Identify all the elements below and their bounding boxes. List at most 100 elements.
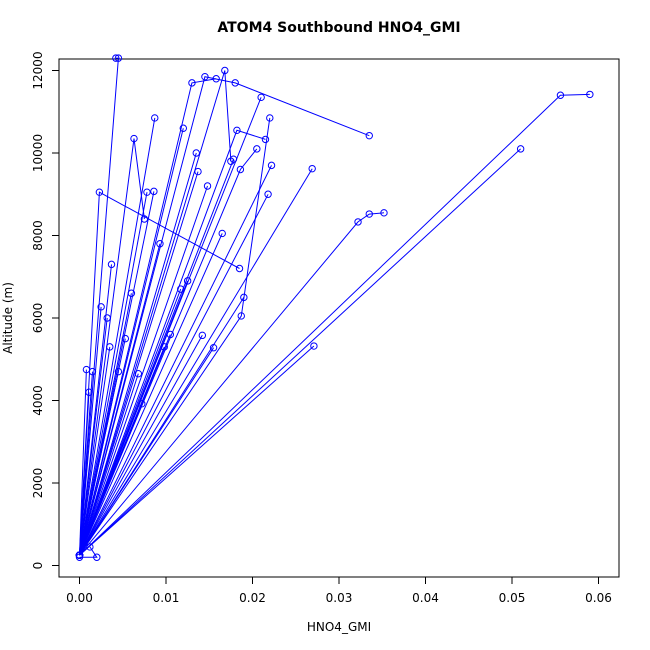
- data-point: [237, 312, 245, 320]
- data-point: [97, 303, 105, 311]
- data-point: [308, 164, 316, 173]
- data-point: [516, 145, 525, 153]
- data-point: [114, 367, 123, 376]
- data-point: [114, 54, 123, 62]
- series-line: [79, 306, 102, 556]
- data-point: [183, 277, 192, 285]
- data-point: [106, 343, 114, 351]
- series-line: [79, 70, 232, 556]
- data-point: [229, 155, 238, 163]
- y-tick-label: 12000: [31, 51, 45, 89]
- data-point: [257, 93, 265, 102]
- data-point: [261, 135, 270, 144]
- data-point: [107, 260, 116, 269]
- data-point: [75, 551, 84, 559]
- x-axis: 0.00 0.01 0.02 0.03 0.04 0.05 0.06: [66, 576, 612, 605]
- series-line: [79, 168, 313, 556]
- data-point: [586, 90, 594, 99]
- series-line: [79, 76, 370, 556]
- series-line: [79, 165, 272, 556]
- data-point: [212, 75, 220, 83]
- data-point: [93, 553, 101, 561]
- data-point: [203, 182, 212, 190]
- series-line: [79, 338, 126, 556]
- series-line: [79, 347, 215, 556]
- data-point: [156, 240, 164, 248]
- data-point: [75, 553, 84, 561]
- data-point: [130, 134, 138, 143]
- series-line: [79, 93, 590, 556]
- series-line: [79, 57, 119, 556]
- data-point: [209, 344, 218, 352]
- data-point: [192, 149, 200, 157]
- x-tick-label: 0.05: [499, 591, 526, 605]
- series-line: [79, 78, 217, 556]
- y-tick-label: 0: [31, 562, 45, 570]
- x-tick-label: 0.03: [326, 591, 353, 605]
- series-line: [79, 317, 108, 556]
- data-point: [310, 342, 318, 350]
- data-point: [235, 264, 244, 273]
- chart-title: ATOM4 Southbound HNO4_GMI: [217, 20, 460, 36]
- data-point: [365, 131, 373, 140]
- data-point: [88, 367, 97, 376]
- data-point: [151, 114, 159, 122]
- data-point: [134, 369, 143, 378]
- series-line: [79, 194, 269, 556]
- data-point: [179, 124, 188, 132]
- series-line: [79, 117, 271, 556]
- series-line: [79, 243, 161, 556]
- series-line: [79, 212, 385, 556]
- data-point: [150, 187, 158, 196]
- data-point: [112, 54, 120, 62]
- data-point: [236, 165, 245, 174]
- data-point: [86, 543, 94, 551]
- x-tick-label: 0.01: [153, 591, 180, 605]
- data-point: [380, 209, 388, 217]
- series-line: [79, 192, 148, 556]
- data-point: [198, 331, 207, 340]
- data-point: [143, 188, 151, 196]
- x-tick-label: 0.00: [66, 591, 93, 605]
- data-point: [201, 72, 209, 81]
- data-point: [194, 167, 202, 176]
- x-axis-label: HNO4_GMI: [307, 620, 371, 634]
- data-point: [354, 218, 362, 226]
- series-line: [79, 138, 145, 556]
- data-point: [140, 215, 149, 223]
- data-point: [218, 229, 226, 238]
- y-tick-label: 8000: [31, 220, 45, 251]
- data-point: [95, 188, 104, 196]
- x-tick-label: 0.04: [412, 591, 439, 605]
- series-line: [79, 335, 203, 556]
- series-line: [79, 152, 197, 556]
- data-point: [266, 114, 274, 122]
- data-point: [556, 91, 565, 99]
- data-point: [103, 314, 111, 322]
- y-tick-label: 4000: [31, 385, 45, 416]
- data-point: [264, 190, 272, 198]
- data-point: [233, 126, 241, 135]
- series-line: [79, 148, 521, 556]
- data-point: [166, 330, 175, 339]
- series-layer: [75, 54, 594, 561]
- series-line: [79, 117, 156, 556]
- series-line: [79, 171, 199, 556]
- series-line: [79, 345, 315, 556]
- data-point: [365, 210, 373, 218]
- series-line: [79, 185, 208, 556]
- series-line: [79, 373, 139, 556]
- x-tick-label: 0.06: [585, 591, 612, 605]
- series-line: [79, 369, 87, 556]
- y-axis-label: Altitude (m): [1, 282, 15, 354]
- data-point: [267, 161, 276, 170]
- data-point: [253, 145, 261, 153]
- data-point: [240, 293, 248, 302]
- data-point: [127, 289, 136, 297]
- plot-frame: [58, 58, 620, 578]
- series-line: [79, 233, 223, 556]
- series-line: [79, 371, 93, 556]
- y-axis: 0 2000 4000 6000 8000 10000 12000: [31, 51, 60, 570]
- y-tick-label: 10000: [31, 134, 45, 172]
